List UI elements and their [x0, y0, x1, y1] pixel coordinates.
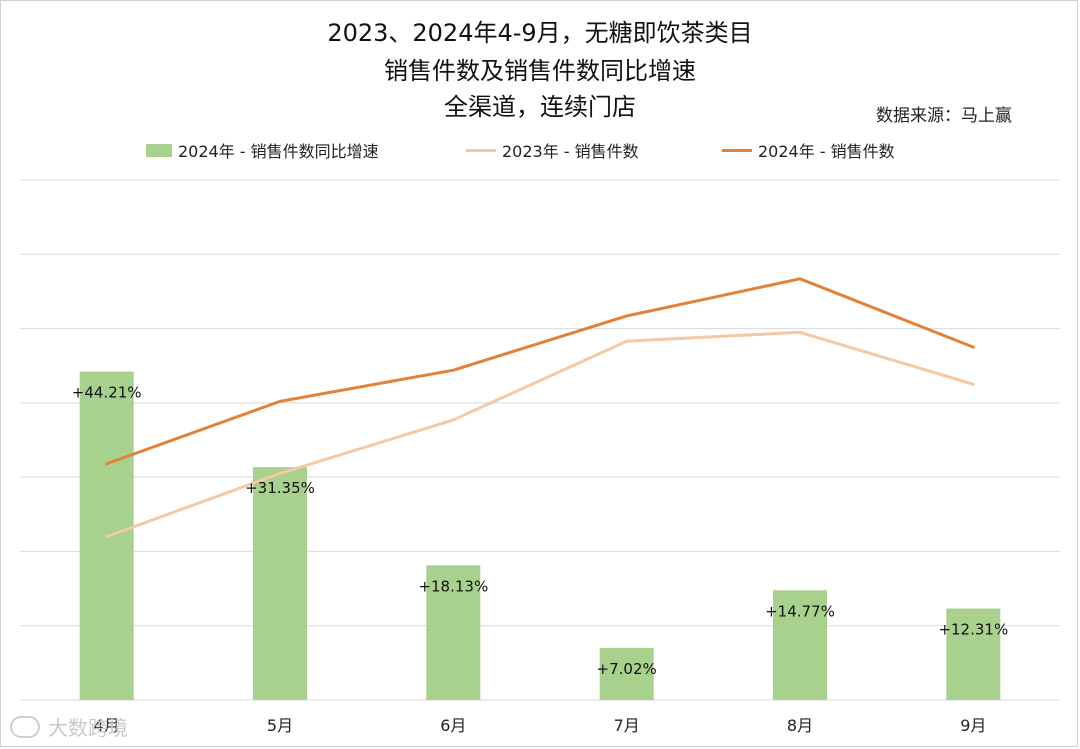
legend-label-2024: 2024年 - 销售件数 [758, 142, 895, 161]
bar-data-label: +18.13% [418, 577, 488, 595]
bar-growth [253, 467, 307, 700]
watermark-logo-icon [10, 715, 40, 738]
chart-legend: 2024年 - 销售件数同比增速 2023年 - 销售件数 2024年 - 销售… [0, 138, 1080, 164]
x-tick-label: 5月 [267, 716, 293, 735]
x-tick-label: 4月 [94, 716, 120, 735]
bar-growth [773, 590, 827, 700]
legend-swatch-2023-line [466, 148, 496, 152]
watermark-text: 大数跨境 [48, 716, 128, 740]
chart-title-line-3: 全渠道，连续门店 [444, 93, 636, 121]
bar-growth [426, 565, 481, 700]
x-tick-label: 7月 [614, 716, 640, 735]
legend-item-2023: 2023年 - 销售件数 [466, 138, 639, 162]
legend-item-2024: 2024年 - 销售件数 [722, 138, 895, 162]
legend-swatch-bar [146, 143, 172, 157]
chart-title-line-2: 销售件数及销售件数同比增速 [384, 57, 696, 85]
watermark: 大数跨境 [10, 712, 128, 741]
chart-title-line-1: 2023、2024年4-9月，无糖即饮茶类目 [327, 19, 753, 47]
legend-item-growth: 2024年 - 销售件数同比增速 [146, 138, 379, 162]
bar-growth [599, 647, 654, 700]
legend-swatch-2024-line [722, 148, 752, 152]
data-source-note: 数据来源：马上赢 [876, 106, 1012, 126]
x-tick-label: 8月 [787, 716, 813, 735]
bar-data-label: +14.77% [765, 602, 835, 620]
x-tick-label: 9月 [960, 716, 986, 735]
line-2023-sales [105, 330, 975, 539]
bar-growth [946, 608, 1001, 700]
line-2024-sales [105, 277, 975, 466]
bar-data-label: +12.31% [938, 621, 1008, 639]
legend-label-growth: 2024年 - 销售件数同比增速 [178, 142, 379, 161]
bar-data-label: +7.02% [597, 660, 657, 678]
x-tick-label: 6月 [440, 716, 466, 735]
bar-data-label: +31.35% [245, 479, 315, 497]
legend-label-2023: 2023年 - 销售件数 [502, 142, 639, 161]
bar-data-label: +44.21% [72, 384, 142, 402]
